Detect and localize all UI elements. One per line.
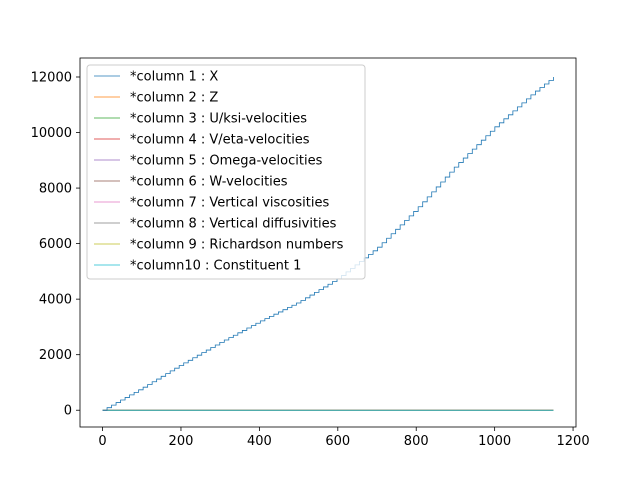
y-tick-label: 8000 <box>39 182 72 197</box>
x-tick-label: 0 <box>98 434 106 449</box>
x-tick-label: 200 <box>169 434 194 449</box>
y-axis: 0 2000 4000 6000 8000 10000 12000 <box>31 70 80 419</box>
y-tick-label: 12000 <box>31 70 72 85</box>
legend-entry-label: *column 4 : V/eta-velocities <box>130 133 310 148</box>
legend-entry-label: *column 3 : U/ksi-velocities <box>130 112 307 127</box>
legend-entry-label: *column 8 : Vertical diffusivities <box>130 217 337 232</box>
x-tick-label: 600 <box>325 434 350 449</box>
series-line-1 <box>102 76 554 411</box>
legend-entry-label: *column 1 : X <box>130 70 218 85</box>
legend-entry-label: *column 2 : Z <box>130 91 218 106</box>
x-tick-label: 1000 <box>478 434 511 449</box>
y-tick-label: 10000 <box>31 126 72 141</box>
legend: *column 1 : X *column 2 : Z *column 3 : U/… <box>86 64 366 280</box>
y-tick-label: 2000 <box>39 348 72 363</box>
x-axis: 0 200 400 600 800 1000 1200 <box>98 427 590 449</box>
legend-entry-label: *column 6 : W-velocities <box>130 175 288 190</box>
x-tick-label: 1200 <box>557 434 590 449</box>
series-layer <box>102 76 554 411</box>
legend-entry-label: *column10 : Constituent 1 <box>130 259 301 274</box>
y-tick-label: 6000 <box>39 237 72 252</box>
axes-frame <box>79 57 577 428</box>
y-tick-label: 4000 <box>39 293 72 308</box>
x-tick-label: 400 <box>247 434 272 449</box>
legend-entry-label: *column 7 : Vertical viscosities <box>130 196 329 211</box>
legend-entry-label: *column 5 : Omega-velocities <box>130 154 323 169</box>
x-tick-label: 800 <box>404 434 429 449</box>
legend-box <box>86 64 366 280</box>
legend-entry-label: *column 9 : Richardson numbers <box>130 238 344 253</box>
y-tick-label: 0 <box>64 404 72 419</box>
